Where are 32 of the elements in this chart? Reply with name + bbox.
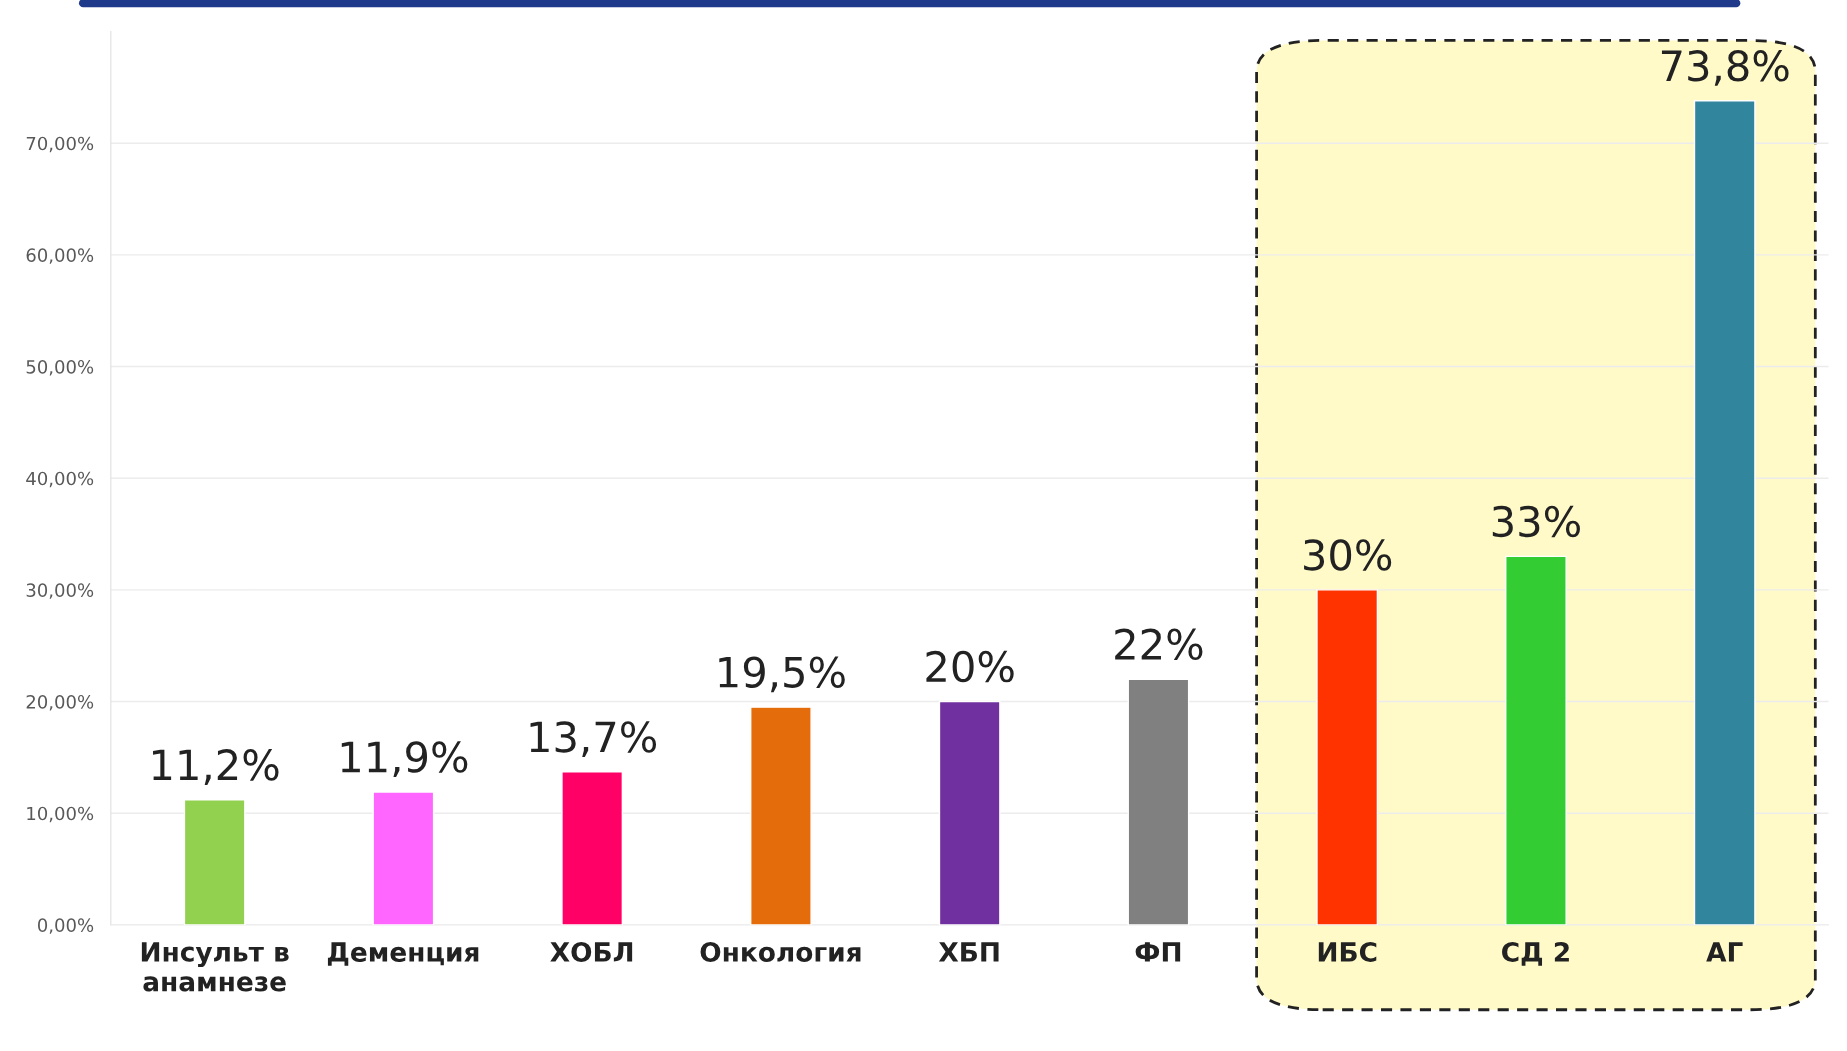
- y-tick-label: 40,00%: [26, 471, 94, 488]
- y-tick-label: 70,00%: [26, 136, 94, 153]
- y-tick-label: 10,00%: [27, 806, 94, 823]
- data-label: 33%: [1492, 505, 1580, 538]
- x-tick-label: ФП: [1135, 942, 1181, 962]
- bar: [372, 791, 435, 925]
- bar: [561, 771, 624, 925]
- y-tick-label: 50,00%: [26, 360, 94, 376]
- data-label: 73,8%: [1661, 50, 1789, 86]
- data-label: 11,2%: [153, 749, 279, 785]
- x-tick-label: ИБС: [1318, 942, 1377, 962]
- data-label: 19,5%: [719, 656, 845, 693]
- bar: [938, 700, 1001, 925]
- x-tick-label: ХБП: [938, 942, 999, 962]
- y-tick-label: 20,00%: [26, 695, 94, 711]
- x-tick-label: Деменция: [327, 942, 479, 966]
- bar: [750, 706, 812, 925]
- data-label: 20%: [926, 650, 1014, 683]
- data-label: 11,9%: [341, 741, 468, 778]
- data-label: 13,7%: [530, 721, 657, 757]
- y-tick-label: 0,00%: [37, 918, 94, 934]
- y-tick-label: 30,00%: [26, 583, 94, 599]
- bar: [1127, 678, 1190, 925]
- x-tick-label: СД 2: [1502, 942, 1569, 966]
- x-tick-label: АГ: [1706, 942, 1743, 962]
- x-tick-label: Инсульт в анамнезе: [141, 942, 289, 992]
- bar: [183, 799, 246, 925]
- data-label: 30%: [1304, 539, 1392, 571]
- data-label: 22%: [1115, 628, 1203, 661]
- y-tick-label: 60,00%: [26, 248, 94, 264]
- x-tick-label: ХОБЛ: [550, 942, 633, 962]
- x-tick-label: Онкология: [700, 942, 861, 962]
